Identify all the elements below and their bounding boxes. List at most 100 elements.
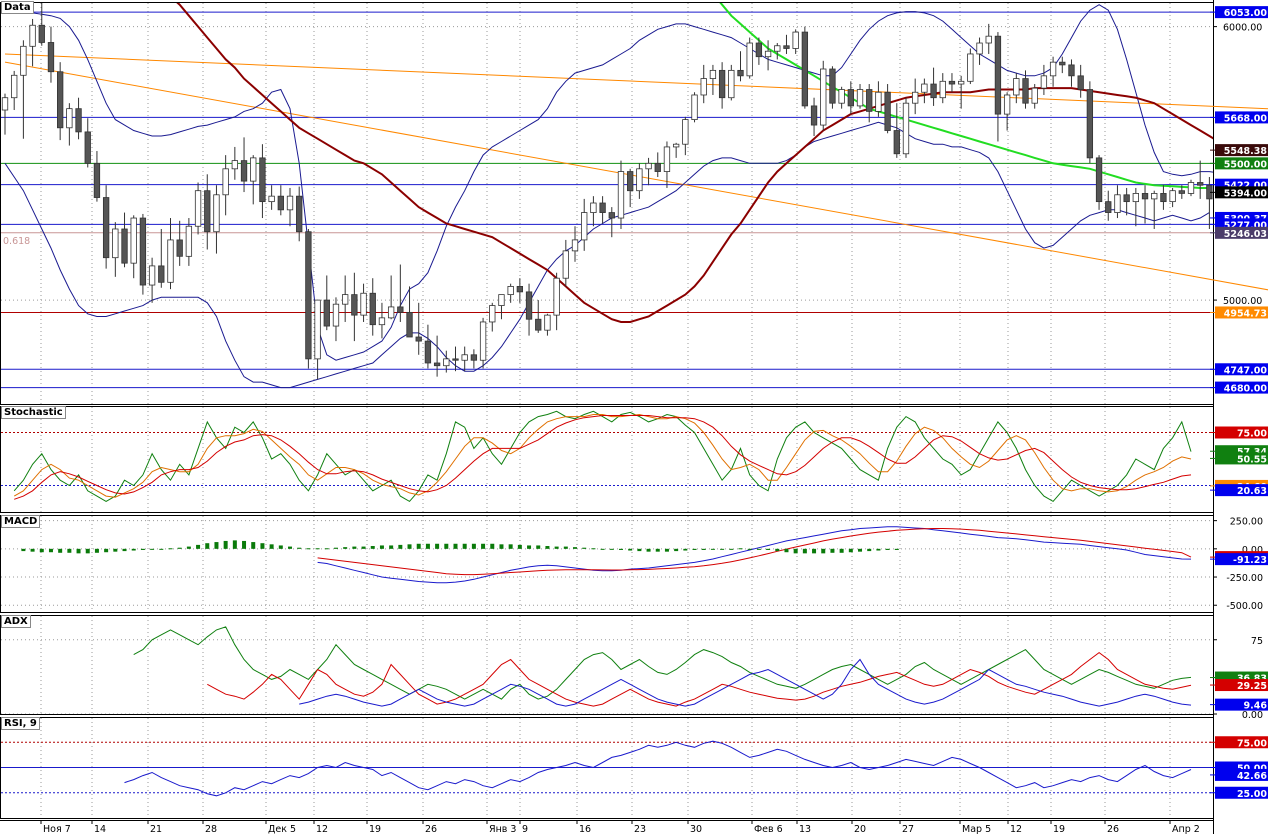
candle-body-up [507,286,514,296]
candle-body-up [213,194,220,233]
macd-histogram-bar [260,543,265,549]
candle-body-up [1003,94,1011,115]
candle-body-up [663,146,671,172]
candle-body-down [1178,190,1185,194]
macd-histogram-bar [738,548,743,550]
candle-body-down [599,202,606,213]
macd-histogram-bar [701,548,706,550]
candle-body-down [323,299,330,327]
candle [323,275,330,331]
macd-histogram-bar [278,545,283,549]
candle [250,155,257,205]
price-badge: 5548.38 [1210,144,1268,157]
candle-body-down [139,217,147,286]
candle [590,196,597,227]
candle [636,163,643,199]
price-badge-label: -91.23 [1233,555,1267,566]
x-tick-label: 14 [94,824,106,834]
price-badge-label: 5548.38 [1224,146,1268,157]
x-tick-label: 27 [902,824,914,834]
macd-histogram-bar [223,540,228,549]
macd-histogram-bar [140,548,145,550]
x-tick-label: Апр 2 [1172,824,1200,834]
price-badge: -91.23 [1210,553,1268,566]
candle-body-up [378,317,386,326]
indicator-plot [1,626,1213,714]
candle [764,40,772,71]
macd-histogram-bar [527,545,532,549]
macd-histogram-bar [379,545,384,549]
macd-histogram-bar [21,548,26,552]
macd-histogram-bar [554,546,559,549]
candle [994,32,1002,142]
macd-histogram-bar [536,545,541,549]
candle-body-down [884,91,891,131]
x-tick-label: 26 [425,824,437,834]
macd-histogram-bar [67,548,72,553]
slow-line [14,415,1192,500]
macd-histogram-bar [545,546,550,549]
macd-histogram-bar [177,547,182,549]
price-badge-box [1215,186,1268,199]
macd-histogram-bar [444,543,449,549]
macd-histogram-bar [775,548,780,552]
panel-title-data: Data [1,1,34,14]
candle-body-down [525,291,533,320]
candle [617,160,625,229]
macd-histogram-bar [812,548,817,554]
price-badge-box [1215,426,1268,439]
macd-histogram-bar [563,546,568,549]
candle [516,278,524,303]
candle [571,226,579,262]
candle-body-up [194,190,202,227]
candle-body-down [75,108,82,133]
bollinger-upper-line [5,4,1213,361]
candle-body-down [1197,182,1204,186]
price-badge: 50.55 [1210,452,1268,465]
x-tick-label: 20 [854,824,866,834]
candle-body-up [112,228,119,259]
candle-body-up [902,102,910,155]
candle [1141,185,1149,224]
candle-body-up [1169,190,1176,203]
candle [663,141,671,188]
x-tick-label: 19 [369,824,381,834]
candle-body-up [553,277,560,316]
macd-histogram-bar [471,543,476,549]
candle-body-down [1059,61,1066,66]
candle [47,26,55,83]
candle [1031,84,1038,109]
candle [709,64,717,95]
macd-histogram-bar [297,547,302,549]
candle [820,60,827,131]
price-badge-label: 75.00 [1237,429,1267,440]
k-line [13,410,1192,503]
macd-histogram-bar [628,548,633,551]
candle-body-up [342,294,349,305]
candle-body-up [1031,87,1038,104]
candle [939,73,946,104]
candle [1105,190,1112,221]
candle-body-down [397,306,404,313]
candle-body-up [691,94,698,120]
x-tick-label: 16 [579,824,591,834]
candle-body-down [1022,78,1029,104]
candle [194,182,202,235]
candle [976,37,983,65]
candle-body-up [489,305,496,323]
candle-body-up [130,217,137,264]
macd-histogram-bar [839,548,844,553]
macd-histogram-bar [214,542,219,549]
price-badge-box [1215,698,1268,711]
candle [314,299,321,380]
candle-body-up [29,24,36,47]
macd-histogram-bar [398,544,403,549]
d-line [13,413,1192,498]
ma-red-line [176,3,1213,323]
panel-title-rsi: RSI, 9 [1,717,40,730]
macd-histogram-bar [324,548,329,550]
x-tick-label: 12 [316,824,328,834]
candle-body-up [939,80,946,99]
